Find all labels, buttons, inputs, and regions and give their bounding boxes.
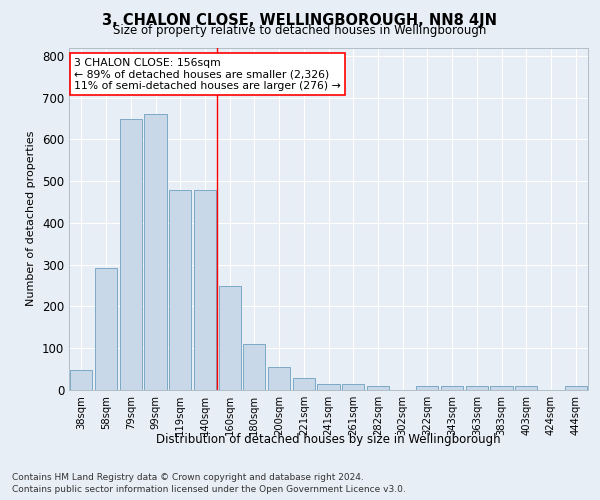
Y-axis label: Number of detached properties: Number of detached properties xyxy=(26,131,37,306)
Bar xyxy=(490,386,512,390)
Text: Distribution of detached houses by size in Wellingborough: Distribution of detached houses by size … xyxy=(157,432,501,446)
Bar xyxy=(466,386,488,390)
Text: Contains public sector information licensed under the Open Government Licence v3: Contains public sector information licen… xyxy=(12,485,406,494)
Bar xyxy=(416,386,439,390)
Bar xyxy=(268,367,290,390)
Bar xyxy=(95,268,117,390)
Text: Contains HM Land Registry data © Crown copyright and database right 2024.: Contains HM Land Registry data © Crown c… xyxy=(12,472,364,482)
Bar xyxy=(565,386,587,390)
Text: 3, CHALON CLOSE, WELLINGBOROUGH, NN8 4JN: 3, CHALON CLOSE, WELLINGBOROUGH, NN8 4JN xyxy=(103,12,497,28)
Bar xyxy=(441,386,463,390)
Text: Size of property relative to detached houses in Wellingborough: Size of property relative to detached ho… xyxy=(113,24,487,37)
Bar xyxy=(367,386,389,390)
Bar xyxy=(169,190,191,390)
Bar xyxy=(194,190,216,390)
Bar xyxy=(515,386,538,390)
Bar xyxy=(342,384,364,390)
Bar xyxy=(145,114,167,390)
Bar xyxy=(218,286,241,390)
Bar xyxy=(317,384,340,390)
Bar xyxy=(243,344,265,390)
Bar xyxy=(119,120,142,390)
Bar xyxy=(293,378,315,390)
Bar xyxy=(70,370,92,390)
Text: 3 CHALON CLOSE: 156sqm
← 89% of detached houses are smaller (2,326)
11% of semi-: 3 CHALON CLOSE: 156sqm ← 89% of detached… xyxy=(74,58,341,91)
